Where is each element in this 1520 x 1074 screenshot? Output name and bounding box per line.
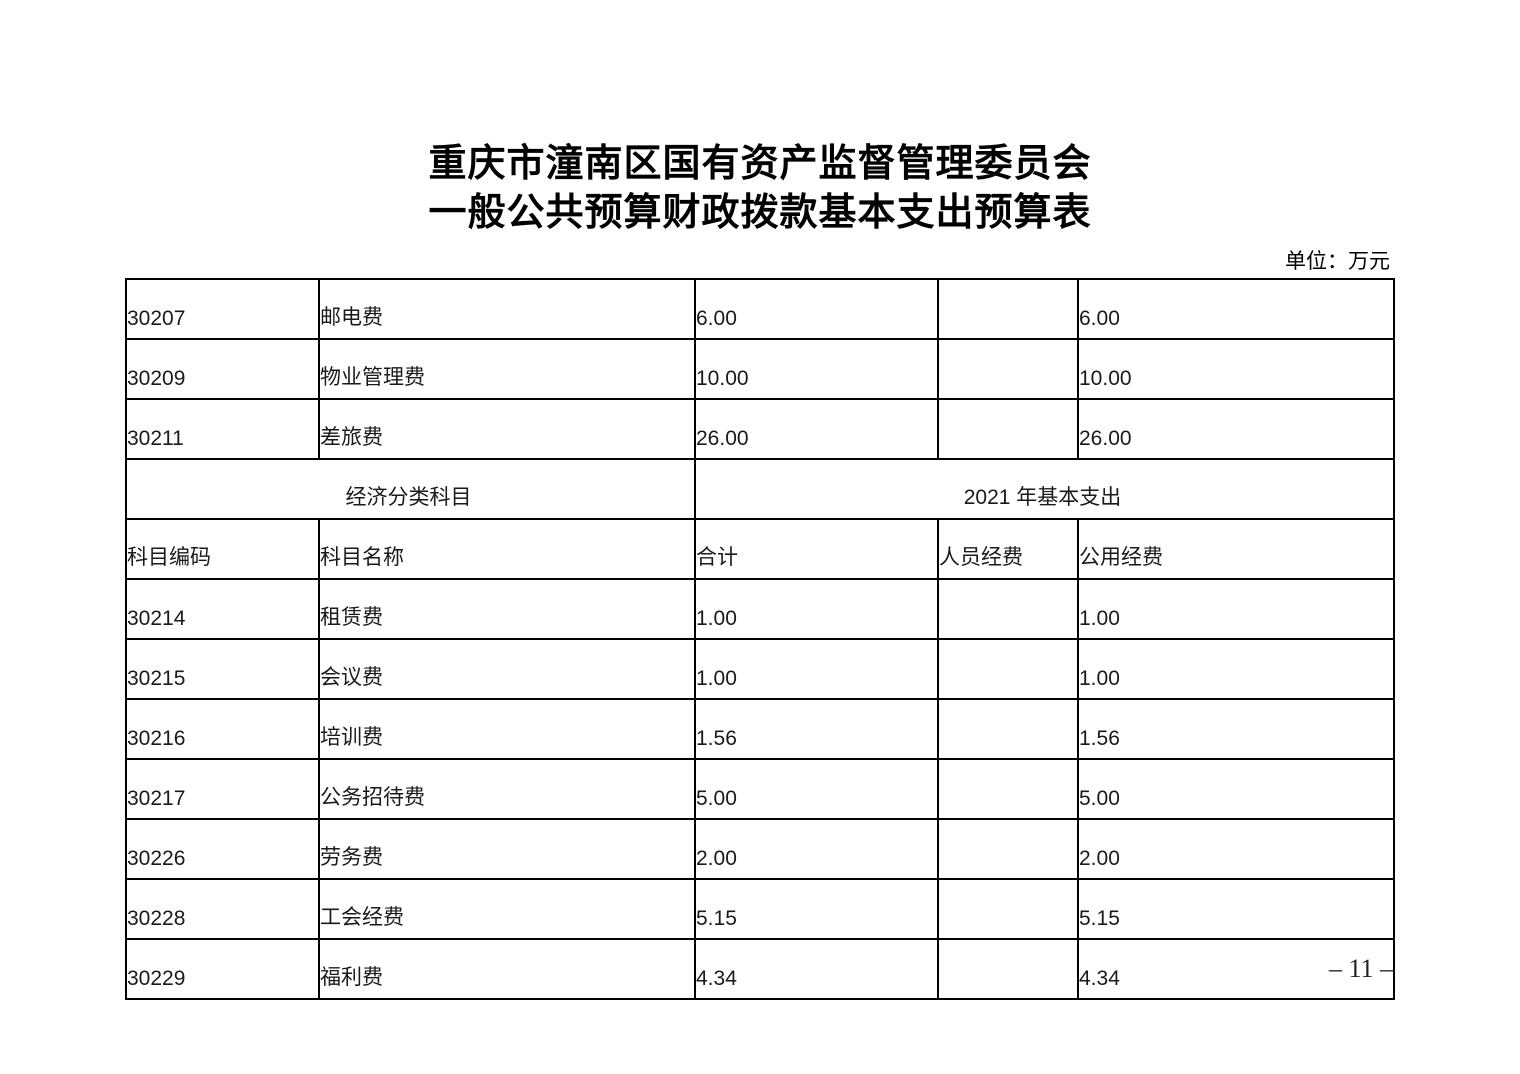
personnel-cell: [937, 398, 1079, 460]
column-header-total: 合计: [694, 518, 939, 580]
table-row: 30216 培训费 1.56 1.56: [125, 698, 1395, 760]
table-row: 30229 福利费 4.34 4.34: [125, 938, 1395, 1000]
table-row: 30209 物业管理费 10.00 10.00: [125, 338, 1395, 400]
personnel-cell: [937, 818, 1079, 880]
subject-code-cell: 30217: [125, 758, 320, 820]
public-cell: 6.00: [1077, 278, 1395, 340]
total-cell: 4.34: [694, 938, 939, 1000]
page-title: 重庆市潼南区国有资产监督管理委员会 一般公共预算财政拨款基本支出预算表: [0, 140, 1520, 238]
total-cell: 10.00: [694, 338, 939, 400]
table-row: 30207 邮电费 6.00 6.00: [125, 278, 1395, 340]
subject-code-cell: 30229: [125, 938, 320, 1000]
personnel-cell: [937, 578, 1079, 640]
table-row: 30226 劳务费 2.00 2.00: [125, 818, 1395, 880]
subject-name-cell: 培训费: [318, 698, 696, 760]
public-cell: 4.34: [1077, 938, 1395, 1000]
table-row: 30217 公务招待费 5.00 5.00: [125, 758, 1395, 820]
public-cell: 2.00: [1077, 818, 1395, 880]
total-cell: 1.00: [694, 578, 939, 640]
personnel-cell: [937, 758, 1079, 820]
subject-code-cell: 30215: [125, 638, 320, 700]
personnel-cell: [937, 698, 1079, 760]
subject-code-cell: 30214: [125, 578, 320, 640]
total-cell: 1.00: [694, 638, 939, 700]
table-row: 30215 会议费 1.00 1.00: [125, 638, 1395, 700]
unit-label: 单位：万元: [1285, 249, 1390, 273]
total-cell: 5.15: [694, 878, 939, 940]
total-cell: 1.56: [694, 698, 939, 760]
subject-name-cell: 会议费: [318, 638, 696, 700]
column-header-code: 科目编码: [125, 518, 320, 580]
subject-name-cell: 劳务费: [318, 818, 696, 880]
public-cell: 1.00: [1077, 638, 1395, 700]
column-header-public: 公用经费: [1077, 518, 1395, 580]
subject-name-cell: 邮电费: [318, 278, 696, 340]
total-cell: 5.00: [694, 758, 939, 820]
subject-name-cell: 工会经费: [318, 878, 696, 940]
table-row: 30228 工会经费 5.15 5.15: [125, 878, 1395, 940]
personnel-cell: [937, 338, 1079, 400]
table-row: 30214 租赁费 1.00 1.00: [125, 578, 1395, 640]
subject-name-cell: 公务招待费: [318, 758, 696, 820]
subject-code-cell: 30226: [125, 818, 320, 880]
budget-table: 30207 邮电费 6.00 6.00 30209 物业管理费 10.00 10…: [125, 278, 1395, 1000]
personnel-cell: [937, 878, 1079, 940]
public-cell: 10.00: [1077, 338, 1395, 400]
column-header-name: 科目名称: [318, 518, 696, 580]
personnel-cell: [937, 638, 1079, 700]
personnel-cell: [937, 938, 1079, 1000]
subject-code-cell: 30228: [125, 878, 320, 940]
page-number: – 11 –: [1328, 954, 1393, 983]
section-header-row: 经济分类科目 2021 年基本支出: [125, 458, 1395, 520]
column-header-personnel: 人员经费: [937, 518, 1079, 580]
public-cell: 5.00: [1077, 758, 1395, 820]
subject-code-cell: 30209: [125, 338, 320, 400]
subject-code-cell: 30211: [125, 398, 320, 460]
table-row: 30211 差旅费 26.00 26.00: [125, 398, 1395, 460]
personnel-cell: [937, 278, 1079, 340]
subject-name-cell: 物业管理费: [318, 338, 696, 400]
section-header-economic: 经济分类科目: [125, 458, 696, 520]
total-cell: 26.00: [694, 398, 939, 460]
subject-code-cell: 30207: [125, 278, 320, 340]
public-cell: 1.00: [1077, 578, 1395, 640]
public-cell: 26.00: [1077, 398, 1395, 460]
total-cell: 6.00: [694, 278, 939, 340]
public-cell: 1.56: [1077, 698, 1395, 760]
total-cell: 2.00: [694, 818, 939, 880]
section-header-year: 2021 年基本支出: [694, 458, 1395, 520]
subject-name-cell: 租赁费: [318, 578, 696, 640]
subject-code-cell: 30216: [125, 698, 320, 760]
public-cell: 5.15: [1077, 878, 1395, 940]
page-title-line-1: 重庆市潼南区国有资产监督管理委员会: [428, 143, 1092, 185]
column-header-row: 科目编码 科目名称 合计 人员经费 公用经费: [125, 518, 1395, 580]
subject-name-cell: 福利费: [318, 938, 696, 1000]
subject-name-cell: 差旅费: [318, 398, 696, 460]
page-title-line-2: 一般公共预算财政拨款基本支出预算表: [428, 192, 1092, 234]
